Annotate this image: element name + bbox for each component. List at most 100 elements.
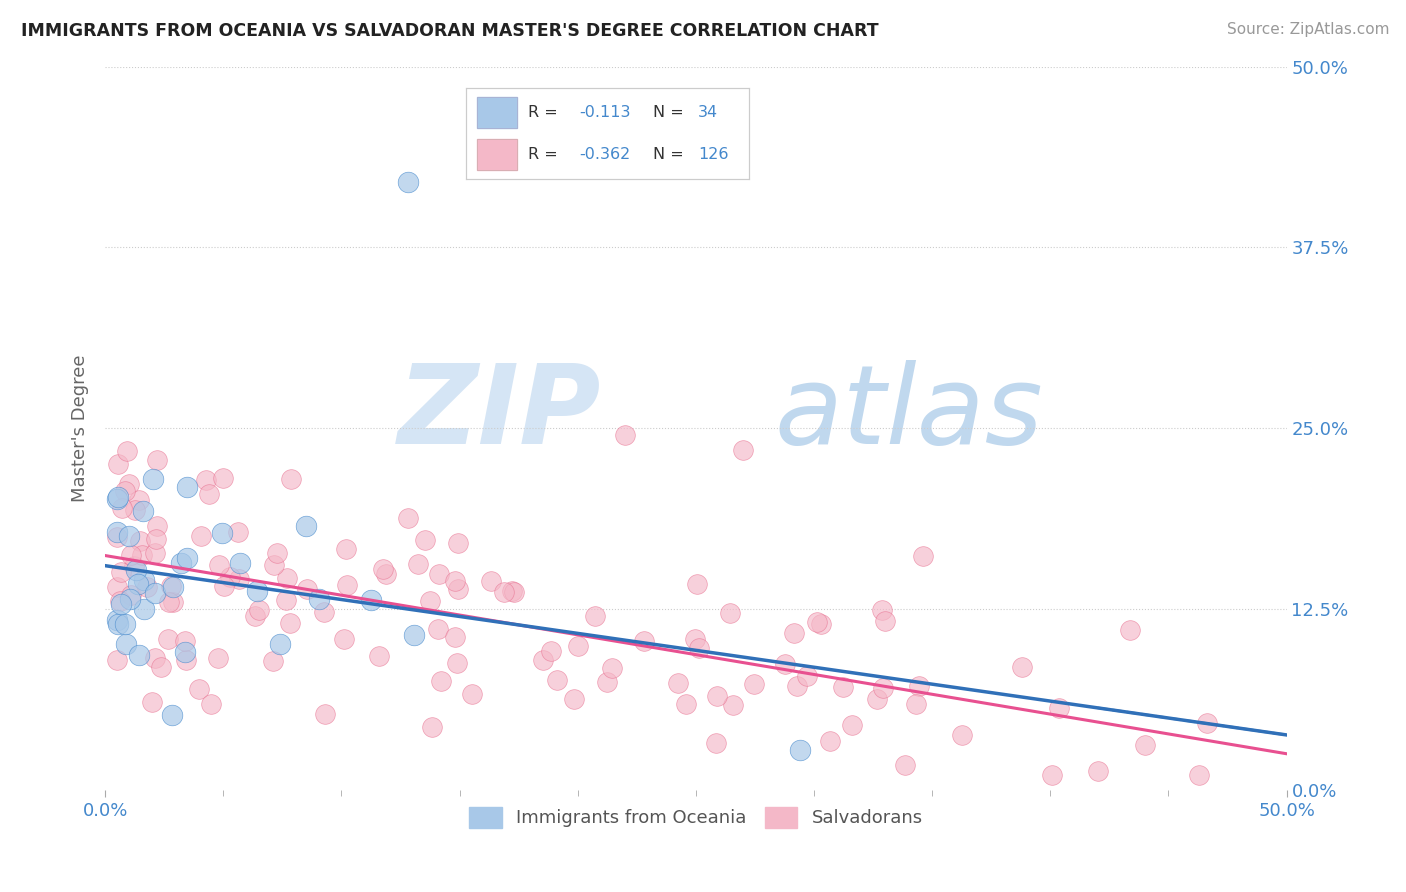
Point — [336, 578, 359, 592]
Point — [190, 528, 212, 542]
Point — [406, 558, 429, 572]
Point — [107, 490, 129, 504]
Point — [228, 573, 250, 587]
Point — [1087, 764, 1109, 779]
Point — [420, 720, 443, 734]
Point — [122, 558, 145, 573]
Point — [105, 613, 128, 627]
Point — [142, 472, 165, 486]
Point — [245, 608, 267, 623]
Point — [136, 580, 159, 594]
Point — [266, 545, 288, 559]
Point — [683, 632, 706, 646]
Point — [276, 572, 298, 586]
Point — [602, 661, 624, 675]
Point — [105, 524, 128, 539]
Point — [219, 570, 242, 584]
Point — [1047, 701, 1070, 715]
Point — [796, 669, 818, 683]
Point — [461, 687, 484, 701]
Point — [110, 598, 132, 612]
Point — [157, 595, 180, 609]
Point — [375, 566, 398, 581]
Point — [207, 651, 229, 665]
Point — [688, 641, 710, 656]
Point — [503, 585, 526, 599]
Point — [494, 585, 516, 599]
Point — [156, 632, 179, 646]
Y-axis label: Master's Degree: Master's Degree — [72, 354, 89, 502]
Point — [706, 689, 728, 703]
Point — [742, 677, 765, 691]
Point — [228, 524, 250, 539]
Point — [120, 548, 142, 562]
Point — [149, 660, 172, 674]
Point — [132, 504, 155, 518]
Point — [145, 532, 167, 546]
Point — [110, 565, 132, 579]
Point — [263, 558, 285, 572]
Point — [314, 605, 336, 619]
Point — [562, 692, 585, 706]
Point — [212, 471, 235, 485]
Point — [786, 679, 808, 693]
Point — [396, 511, 419, 525]
Point — [174, 653, 197, 667]
Point — [105, 530, 128, 544]
Point — [212, 579, 235, 593]
Point — [596, 674, 619, 689]
Point — [501, 584, 523, 599]
Point — [733, 442, 755, 457]
Point — [194, 473, 217, 487]
Point — [143, 651, 166, 665]
Point — [540, 644, 562, 658]
Point — [789, 743, 811, 757]
Point — [118, 529, 141, 543]
Point — [1119, 623, 1142, 637]
Point — [160, 579, 183, 593]
Text: ZIP: ZIP — [398, 360, 602, 467]
Point — [105, 653, 128, 667]
Point — [430, 674, 453, 689]
Point — [228, 557, 250, 571]
Point — [128, 534, 150, 549]
Point — [546, 673, 568, 687]
Point — [583, 609, 606, 624]
Point — [893, 758, 915, 772]
Point — [105, 492, 128, 507]
Point — [446, 536, 468, 550]
Point — [200, 697, 222, 711]
Point — [1195, 715, 1218, 730]
Point — [950, 728, 973, 742]
Point — [143, 586, 166, 600]
Point — [114, 616, 136, 631]
Point — [447, 582, 470, 596]
Point — [533, 653, 555, 667]
Point — [128, 492, 150, 507]
Point — [308, 591, 330, 606]
Point — [174, 644, 197, 658]
Point — [141, 695, 163, 709]
Legend: Immigrants from Oceania, Salvadorans: Immigrants from Oceania, Salvadorans — [463, 800, 929, 835]
Point — [402, 627, 425, 641]
Point — [121, 588, 143, 602]
Point — [841, 718, 863, 732]
Point — [479, 574, 502, 588]
Point — [875, 614, 897, 628]
Point — [314, 706, 336, 721]
Point — [124, 503, 146, 517]
Point — [1133, 738, 1156, 752]
Point — [1011, 659, 1033, 673]
Point — [426, 622, 449, 636]
Point — [114, 484, 136, 499]
Point — [105, 580, 128, 594]
Text: IMMIGRANTS FROM OCEANIA VS SALVADORAN MASTER'S DEGREE CORRELATION CHART: IMMIGRANTS FROM OCEANIA VS SALVADORAN MA… — [21, 22, 879, 40]
Text: Source: ZipAtlas.com: Source: ZipAtlas.com — [1226, 22, 1389, 37]
Point — [211, 525, 233, 540]
Point — [333, 632, 356, 646]
Point — [446, 657, 468, 671]
Point — [107, 457, 129, 471]
Point — [246, 583, 269, 598]
Point — [413, 533, 436, 547]
Point — [174, 634, 197, 648]
